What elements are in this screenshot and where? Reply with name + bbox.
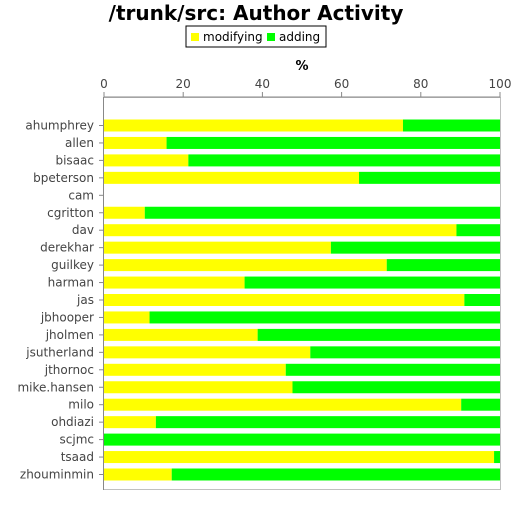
bar-modifying-guilkey xyxy=(104,259,387,272)
bar-modifying-harman xyxy=(104,276,245,289)
category-label: mike.hansen xyxy=(17,380,94,394)
category-label: zhouminmin xyxy=(20,468,94,482)
bar-adding-ohdiazi xyxy=(155,416,500,429)
bar-adding-jthornoc xyxy=(285,363,500,376)
legend-swatch-adding xyxy=(267,33,275,41)
category-label: milo xyxy=(68,398,94,412)
category-labels: ahumphrey allen bisaac bpeterson cam cgritton… xyxy=(17,119,104,482)
bar-adding-ahumphrey xyxy=(402,119,500,132)
bar-adding-guilkey xyxy=(386,259,500,272)
bar-modifying-allen xyxy=(104,136,167,149)
category-label: jthornoc xyxy=(44,363,94,377)
x-tick-label: 0 xyxy=(100,77,108,91)
category-label: ahumphrey xyxy=(25,119,94,133)
category-label: jbhooper xyxy=(40,310,94,324)
bar-modifying-jthornoc xyxy=(104,363,286,376)
category-label: tsaad xyxy=(61,450,94,464)
x-axis-title: % xyxy=(295,59,308,74)
chart-title: /trunk/src: Author Activity xyxy=(109,1,404,25)
bar-modifying-bpeterson xyxy=(104,171,360,184)
legend: modifying adding xyxy=(185,25,327,48)
category-label: ohdiazi xyxy=(51,415,94,429)
bar-adding-jholmen xyxy=(257,328,500,341)
category-label: scjmc xyxy=(60,433,94,447)
category-label: bpeterson xyxy=(33,171,94,185)
bar-adding-harman xyxy=(244,276,500,289)
bar-modifying-jbhooper xyxy=(104,311,150,324)
category-label: derekhar xyxy=(40,241,94,255)
bar-modifying-ohdiazi xyxy=(104,416,156,429)
bar-adding-jbhooper xyxy=(149,311,501,324)
bar-adding-zhouminmin xyxy=(171,468,500,481)
category-label: bisaac xyxy=(55,153,94,167)
bar-adding-derekhar xyxy=(330,241,500,254)
bar-modifying-bisaac xyxy=(104,154,189,167)
bar-adding-bisaac xyxy=(188,154,500,167)
category-label: cam xyxy=(68,188,94,202)
bar-modifying-dav xyxy=(104,224,457,237)
category-label: jsutherland xyxy=(25,345,94,359)
bar-modifying-cgritton xyxy=(104,206,145,219)
category-label: dav xyxy=(72,223,94,237)
bar-adding-cgritton xyxy=(144,206,500,219)
category-label: jholmen xyxy=(45,328,94,342)
bar-adding-tsaad xyxy=(494,451,500,464)
x-tick-label: 100 xyxy=(489,77,512,91)
bar-adding-dav xyxy=(456,224,500,237)
bar-adding-bpeterson xyxy=(359,171,500,184)
legend-box xyxy=(185,25,327,48)
bars xyxy=(104,119,501,481)
bar-adding-scjmc xyxy=(104,433,500,446)
x-tick-label: 60 xyxy=(334,77,349,91)
bar-modifying-tsaad xyxy=(104,451,495,464)
legend-label-adding: adding xyxy=(279,30,320,44)
bar-modifying-zhouminmin xyxy=(104,468,172,481)
bar-modifying-jholmen xyxy=(104,328,258,341)
bar-modifying-mike-hansen xyxy=(104,381,293,394)
bar-modifying-jas xyxy=(104,294,465,306)
x-tick-label: 20 xyxy=(176,77,191,91)
bar-adding-jsutherland xyxy=(310,346,500,359)
bar-adding-allen xyxy=(166,136,500,149)
bar-adding-mike-hansen xyxy=(292,381,500,394)
bar-modifying-milo xyxy=(104,398,462,411)
bar-adding-milo xyxy=(461,398,500,411)
bar-modifying-ahumphrey xyxy=(104,119,403,132)
x-axis-ticks: 0 20 40 60 80 100 xyxy=(100,77,511,97)
category-label: jas xyxy=(76,293,94,307)
category-label: allen xyxy=(65,136,94,150)
bar-modifying-jsutherland xyxy=(104,346,311,359)
legend-label-modifying: modifying xyxy=(203,30,263,44)
bar-modifying-derekhar xyxy=(104,241,331,254)
x-tick-label: 80 xyxy=(413,77,428,91)
legend-swatch-modifying xyxy=(191,33,199,41)
category-label: guilkey xyxy=(51,258,94,272)
x-tick-label: 40 xyxy=(255,77,270,91)
category-label: cgritton xyxy=(47,206,94,220)
category-label: harman xyxy=(48,276,94,290)
bar-adding-jas xyxy=(464,294,500,306)
